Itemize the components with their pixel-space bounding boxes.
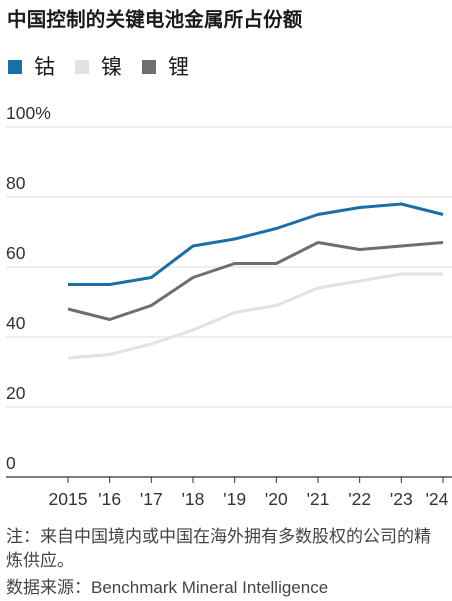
y-tick-label: 20 <box>6 383 26 403</box>
lithium-line <box>67 241 444 321</box>
y-tick-label: 40 <box>6 313 26 333</box>
legend: 钴 镍 锂 <box>8 52 209 82</box>
chart-source: 数据来源：Benchmark Mineral Intelligence <box>6 576 446 600</box>
legend-item-lithium: 锂 <box>142 52 189 82</box>
legend-label-lithium: 锂 <box>168 55 189 79</box>
x-tick-label: '22 <box>348 489 371 509</box>
y-tick-label: 80 <box>6 173 26 193</box>
y-tick-label: 100% <box>6 103 51 123</box>
x-tick-label: 2015 <box>49 489 88 509</box>
cobalt-line <box>68 202 444 286</box>
legend-swatch-cobalt <box>8 60 22 74</box>
source-text: Benchmark Mineral Intelligence <box>91 578 329 597</box>
legend-swatch-lithium <box>142 60 156 74</box>
legend-item-nickel: 镍 <box>75 52 122 82</box>
x-tick-label: '23 <box>390 489 413 509</box>
legend-swatch-nickel <box>75 60 89 74</box>
x-tick-label: '24 <box>426 489 449 509</box>
x-tick-label: '16 <box>98 489 121 509</box>
legend-item-cobalt: 钴 <box>8 52 55 82</box>
y-tick-label: 60 <box>6 243 26 263</box>
y-tick-label: 0 <box>6 453 16 473</box>
source-label: 数据来源： <box>6 578 91 598</box>
legend-label-cobalt: 钴 <box>34 55 55 79</box>
x-tick-label: '17 <box>140 489 163 509</box>
x-tick-label: '20 <box>265 489 288 509</box>
legend-label-nickel: 镍 <box>101 55 122 79</box>
chart-title: 中国控制的关键电池金属所占份额 <box>7 8 303 31</box>
x-tick-label: '18 <box>182 489 205 509</box>
nickel-line <box>67 272 443 360</box>
x-tick-label: '21 <box>307 489 330 509</box>
x-tick-label: '19 <box>223 489 246 509</box>
chart-note: 注：来自中国境内或中国在海外拥有多数股权的公司的精炼供应。 <box>6 527 431 571</box>
